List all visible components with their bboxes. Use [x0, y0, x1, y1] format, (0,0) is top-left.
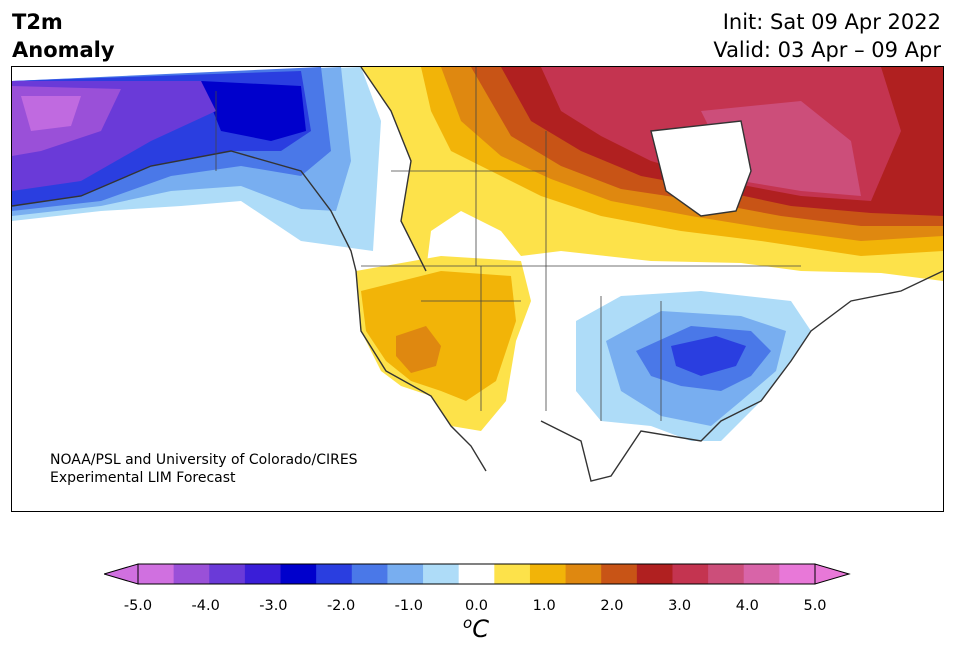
colorbar-cell — [779, 564, 816, 584]
init-date: Init: Sat 09 Apr 2022 — [722, 10, 941, 34]
colorbar-tick-label: 0.0 — [464, 598, 489, 614]
colorbar-cell — [708, 564, 745, 584]
cold-region-deep — [201, 81, 306, 141]
colorbar-cell — [529, 564, 567, 584]
sw-warm-orange — [396, 326, 441, 373]
colorbar-frame — [137, 563, 816, 585]
east-cold-blue — [671, 336, 746, 376]
colorbar-cell — [672, 564, 709, 584]
political-borders — [215, 67, 801, 421]
coastlines — [12, 67, 943, 482]
colorbar-cell — [280, 564, 317, 584]
colorbar-cell — [138, 564, 175, 584]
sw-warm-gold — [361, 271, 516, 401]
colorbar-cell — [494, 564, 531, 584]
colorbar-tick-label: 2.0 — [600, 598, 624, 614]
colorbar-over-arrow — [814, 563, 851, 585]
colorbar-tick-label: -3.0 — [259, 598, 288, 614]
colorbar-tick-label: 5.0 — [803, 598, 827, 614]
colorbar-cell — [458, 564, 495, 584]
colorbar — [104, 563, 851, 585]
colorbar-cell — [423, 564, 460, 584]
colorbar-tick-label: 3.0 — [668, 598, 692, 614]
colorbar-tick-label: -2.0 — [326, 598, 356, 614]
colorbar-cell — [743, 564, 780, 584]
unit-degree: o — [463, 614, 473, 632]
colorbar-cell — [636, 564, 673, 584]
colorbar-cell — [316, 564, 353, 584]
colorbar-cell — [565, 564, 602, 584]
colorbar-cell — [173, 564, 210, 584]
forecast-dates: Init: Sat 09 Apr 2022 Valid: 03 Apr – 09… — [713, 8, 941, 64]
cold-region-lilac — [21, 96, 81, 131]
colorbar-under-arrow — [104, 563, 139, 585]
colorbar-tick-label: -1.0 — [394, 598, 423, 614]
colorbar-cell — [351, 564, 388, 584]
map-canvas — [12, 67, 943, 482]
title-variable: T2m — [12, 10, 63, 34]
map-title: T2m Anomaly — [12, 8, 115, 64]
anomaly-map: NOAA/PSL and University of Colorado/CIRE… — [11, 66, 944, 512]
colorbar-cell — [601, 564, 638, 584]
credit-line-2: Experimental LIM Forecast — [50, 470, 236, 486]
credit-line-1: NOAA/PSL and University of Colorado/CIRE… — [50, 452, 358, 468]
valid-range: Valid: 03 Apr – 09 Apr — [713, 38, 941, 62]
map-credit: NOAA/PSL and University of Colorado/CIRE… — [50, 451, 358, 487]
colorbar-tick-label: -4.0 — [191, 598, 220, 614]
colorbar-tick-label: -5.0 — [123, 598, 153, 614]
hudson-bay — [651, 121, 751, 216]
colorbar-tick-label: 4.0 — [735, 598, 759, 614]
colorbar-tick-label: 1.0 — [532, 598, 556, 614]
unit-letter: C — [472, 615, 489, 643]
colorbar-cell — [209, 564, 246, 584]
colorbar-cell — [244, 564, 282, 584]
colorbar-cells — [138, 564, 816, 584]
colorbar-cell — [387, 564, 424, 584]
colorbar-unit: oC — [463, 614, 489, 643]
title-anomaly: Anomaly — [12, 38, 115, 62]
